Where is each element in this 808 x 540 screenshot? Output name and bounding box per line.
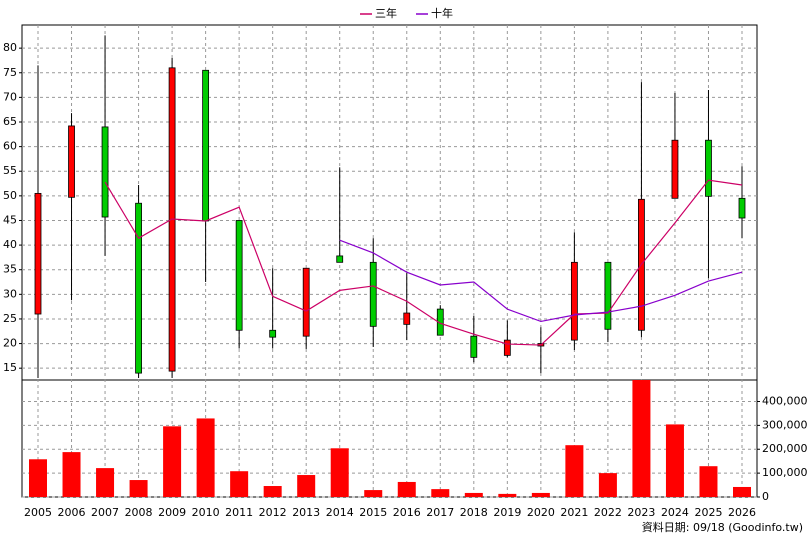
volume-bar	[29, 459, 47, 497]
y-tick-label: 45	[3, 213, 17, 226]
x-tick-label: 2012	[259, 506, 287, 519]
y-tick-label: 35	[3, 263, 17, 276]
volume-bar	[330, 448, 349, 497]
candle-body	[34, 192, 42, 315]
volume-bar	[699, 466, 718, 497]
candle-body	[705, 139, 712, 197]
x-tick-label: 2013	[292, 506, 320, 519]
candle-body	[503, 339, 511, 356]
y2-tick-label: 0	[762, 490, 769, 503]
x-tick-label: 2024	[661, 506, 689, 519]
volume-bar	[665, 424, 684, 497]
volume-bar	[62, 452, 81, 497]
x-tick-label: 2022	[594, 506, 622, 519]
candle-body	[336, 255, 344, 263]
candle-body	[403, 312, 411, 325]
x-tick-label: 2005	[24, 506, 52, 519]
volume-bar	[531, 492, 550, 497]
candle-body	[135, 202, 142, 374]
x-tick-label: 2010	[192, 506, 220, 519]
candle-body	[369, 261, 377, 327]
x-tick-label: 2023	[627, 506, 655, 519]
legend-label: 三年	[375, 6, 397, 20]
volume-bar	[163, 426, 182, 497]
volume-bar	[598, 473, 617, 497]
x-tick-label: 2020	[527, 506, 555, 519]
x-tick-label: 2015	[359, 506, 387, 519]
y-tick-label: 15	[3, 361, 17, 374]
candle-body	[302, 267, 310, 337]
y-tick-label: 20	[3, 337, 17, 350]
y-tick-label: 50	[3, 189, 17, 202]
x-tick-label: 2014	[326, 506, 354, 519]
x-tick-label: 2017	[426, 506, 454, 519]
x-tick-label: 2021	[560, 506, 588, 519]
candle-body	[101, 126, 109, 218]
y-tick-label: 55	[3, 164, 17, 177]
y2-tick-label: 100,000	[762, 466, 808, 479]
candle-body	[269, 329, 277, 338]
ma-line	[104, 179, 743, 346]
candle-body	[436, 308, 444, 336]
x-tick-label: 2018	[460, 506, 488, 519]
candle-body	[470, 335, 478, 358]
y-tick-label: 40	[3, 238, 17, 251]
x-tick-label: 2019	[493, 506, 521, 519]
y-tick-label: 60	[3, 140, 17, 153]
volume-bar	[129, 480, 148, 497]
volume-bar	[565, 445, 584, 497]
x-tick-label: 2026	[728, 506, 756, 519]
volume-bar	[196, 418, 215, 497]
y-tick-label: 30	[3, 287, 17, 300]
y-tick-label: 25	[3, 312, 17, 325]
volume-bar	[364, 490, 383, 497]
footer: 資料日期: 09/18 (Goodinfo.tw)	[642, 520, 803, 534]
x-tick-label: 2016	[393, 506, 421, 519]
candle-body	[235, 220, 243, 331]
volume-bar	[464, 492, 483, 497]
x-tick-label: 2011	[225, 506, 253, 519]
candle-body	[570, 261, 578, 341]
y-tick-label: 70	[3, 90, 17, 103]
volume-bar	[632, 380, 651, 497]
volume-bar	[431, 489, 450, 497]
x-tick-label: 2025	[694, 506, 722, 519]
volume-bar	[230, 471, 249, 497]
candle-body	[68, 125, 75, 198]
volume-bar	[733, 486, 751, 497]
x-tick-label: 2006	[58, 506, 86, 519]
candle-body	[604, 261, 612, 330]
volume-bar	[263, 486, 282, 497]
volume-bar	[297, 475, 316, 497]
y-tick-label: 80	[3, 41, 17, 54]
y2-tick-label: 300,000	[762, 418, 808, 431]
x-tick-label: 2007	[91, 506, 119, 519]
y2-tick-label: 200,000	[762, 442, 808, 455]
y2-tick-label: 400,000	[762, 394, 808, 407]
x-tick-label: 2008	[125, 506, 153, 519]
y-tick-label: 65	[3, 115, 17, 128]
legend-label: 十年	[431, 6, 453, 20]
volume-bar	[498, 493, 517, 497]
volume-bar	[96, 468, 115, 497]
y-tick-label: 75	[3, 66, 17, 79]
x-tick-label: 2009	[158, 506, 186, 519]
ma-line	[339, 239, 743, 323]
candle-body	[738, 197, 746, 219]
volume-bar	[397, 481, 416, 497]
candle-body	[671, 139, 679, 199]
candle-body	[202, 69, 210, 222]
